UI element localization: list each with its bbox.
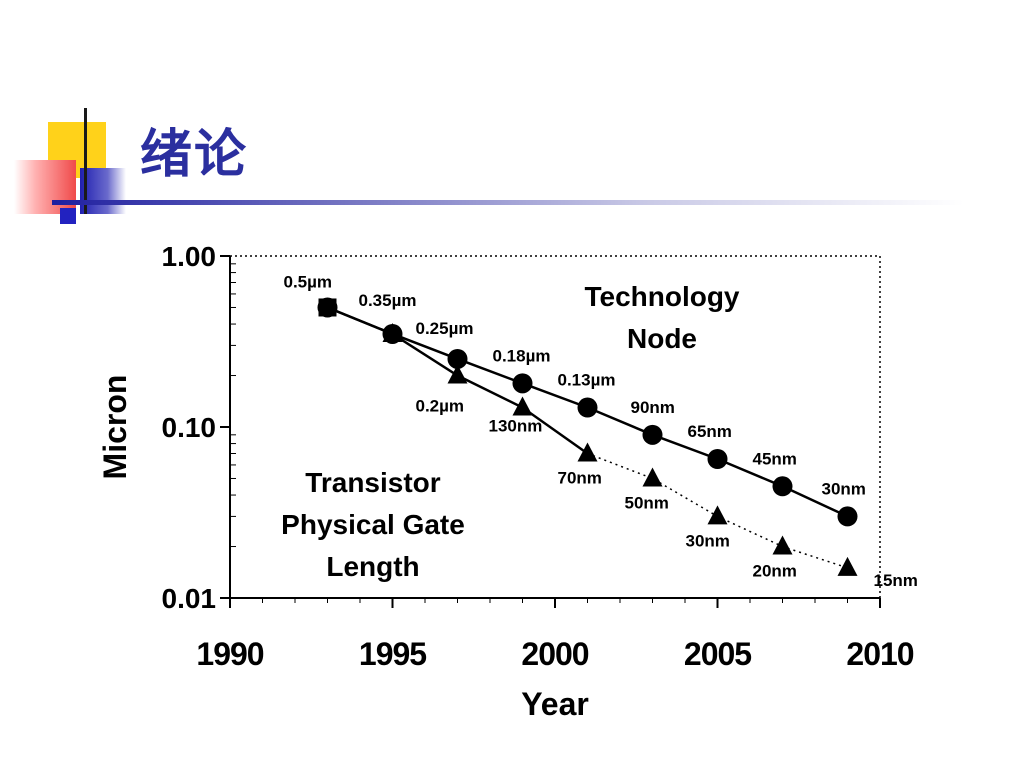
gate-length-label: 130nm xyxy=(489,417,543,436)
x-tick-label: 1995 xyxy=(359,636,426,672)
technology-node-point xyxy=(707,448,728,469)
gate-length-label: 70nm xyxy=(558,468,602,487)
annotation-gate-length: Transistor xyxy=(305,467,440,498)
technology-node-label: 90nm xyxy=(631,398,675,417)
title-decoration-red-square xyxy=(14,160,76,214)
y-tick-label: 0.10 xyxy=(162,412,217,443)
title-decoration-blue-square xyxy=(80,168,126,214)
title-decoration-vertical-line xyxy=(84,108,87,214)
technology-node-point xyxy=(837,506,858,527)
technology-node-point xyxy=(772,476,793,497)
y-tick-label: 0.01 xyxy=(162,583,217,614)
x-tick-label: 1990 xyxy=(196,636,263,672)
annotation-technology-node: Node xyxy=(627,323,697,354)
gate-length-point xyxy=(382,322,403,342)
gate-length-point xyxy=(577,442,598,462)
annotation-gate-length: Physical Gate xyxy=(281,509,465,540)
technology-node-label: 0.13µm xyxy=(558,371,616,390)
x-axis-title: Year xyxy=(521,686,589,722)
gate-length-label: 0.2µm xyxy=(416,397,465,416)
technology-node-label: 0.5µm xyxy=(284,272,333,291)
gate-length-point xyxy=(318,298,337,317)
technology-node-label: 0.25µm xyxy=(416,319,474,338)
technology-node-point xyxy=(577,397,598,418)
technology-node-label: 0.18µm xyxy=(493,346,551,365)
gate-length-label: 20nm xyxy=(753,562,797,581)
technology-node-point xyxy=(642,424,663,445)
title-decoration-small-blue-square xyxy=(60,208,76,224)
y-tick-label: 1.00 xyxy=(162,241,217,272)
technology-node-point xyxy=(447,348,468,369)
technology-node-point xyxy=(512,373,533,394)
technology-node-label: 45nm xyxy=(753,449,797,468)
title-underline xyxy=(52,200,964,205)
annotation-gate-length: Length xyxy=(326,551,419,582)
gate-length-point xyxy=(512,396,533,416)
slide-title: 绪论 xyxy=(140,125,249,185)
gate-length-label: 15nm xyxy=(874,571,918,590)
gate-length-point xyxy=(707,505,728,525)
x-tick-label: 2010 xyxy=(846,636,913,672)
y-axis-title: Micron xyxy=(97,375,133,480)
gate-length-label: 30nm xyxy=(686,531,730,550)
gate-length-label: 50nm xyxy=(625,493,669,512)
gate-length-point xyxy=(837,556,858,576)
technology-node-label: 65nm xyxy=(688,422,732,441)
annotation-technology-node: Technology xyxy=(584,281,739,312)
x-tick-label: 2000 xyxy=(521,636,588,672)
gate-length-point xyxy=(642,467,663,487)
technology-node-label: 0.35µm xyxy=(359,291,417,310)
technology-node-label: 30nm xyxy=(822,479,866,498)
x-tick-label: 2005 xyxy=(684,636,751,672)
gate-length-point xyxy=(447,364,468,384)
gate-length-point xyxy=(772,535,793,555)
